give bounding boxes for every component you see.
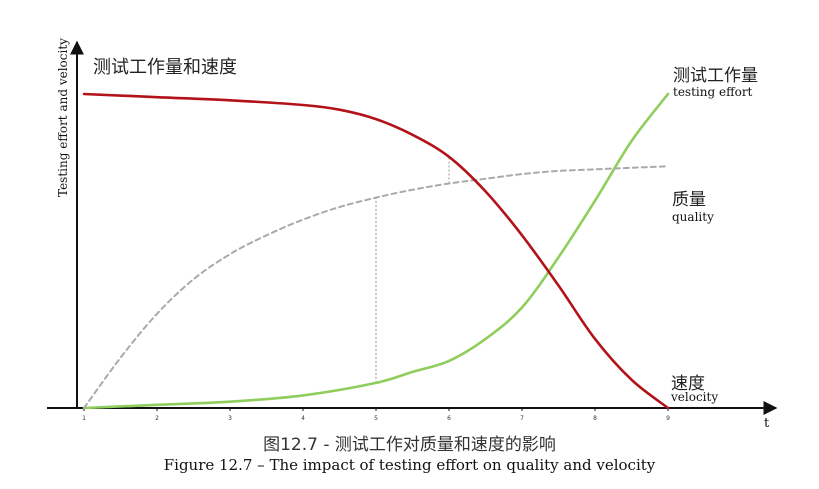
- x-tick-group: 1 2 3 4 5 6 7 8 9: [82, 408, 670, 422]
- x-tick-label: 8: [593, 415, 597, 422]
- figure-caption-cn: 图12.7 - 测试工作对质量和速度的影响: [263, 435, 556, 455]
- velocity-line: [82, 92, 670, 410]
- x-tick-label: 5: [374, 415, 378, 422]
- series-label-testing-effort-cn: 测试工作量: [673, 66, 758, 86]
- series-label-quality-cn: 质量: [672, 190, 706, 210]
- chart-title: 测试工作量和速度: [93, 57, 237, 78]
- y-axis-label: Testing effort and velocity: [56, 38, 70, 197]
- x-tick-label: 4: [301, 415, 305, 422]
- testing-effort-line: [82, 92, 670, 410]
- x-tick-label: 2: [155, 415, 159, 422]
- x-axis-label: t: [764, 416, 770, 431]
- reference-line-group: [375, 156, 450, 383]
- x-tick-label: 7: [520, 415, 524, 422]
- series-label-quality-en: quality: [672, 210, 714, 224]
- figure-caption-en: Figure 12.7 – The impact of testing effo…: [163, 456, 656, 474]
- series-group: [82, 92, 670, 410]
- x-tick-label: 9: [666, 415, 670, 422]
- x-tick-label: 3: [228, 415, 232, 422]
- x-tick-label: 6: [447, 415, 451, 422]
- series-label-velocity-cn: 速度: [671, 374, 705, 394]
- series-label-velocity-en: velocity: [670, 390, 718, 404]
- quality-line: [83, 165, 669, 409]
- series-label-testing-effort-en: testing effort: [673, 85, 753, 99]
- x-tick-label: 1: [82, 415, 86, 422]
